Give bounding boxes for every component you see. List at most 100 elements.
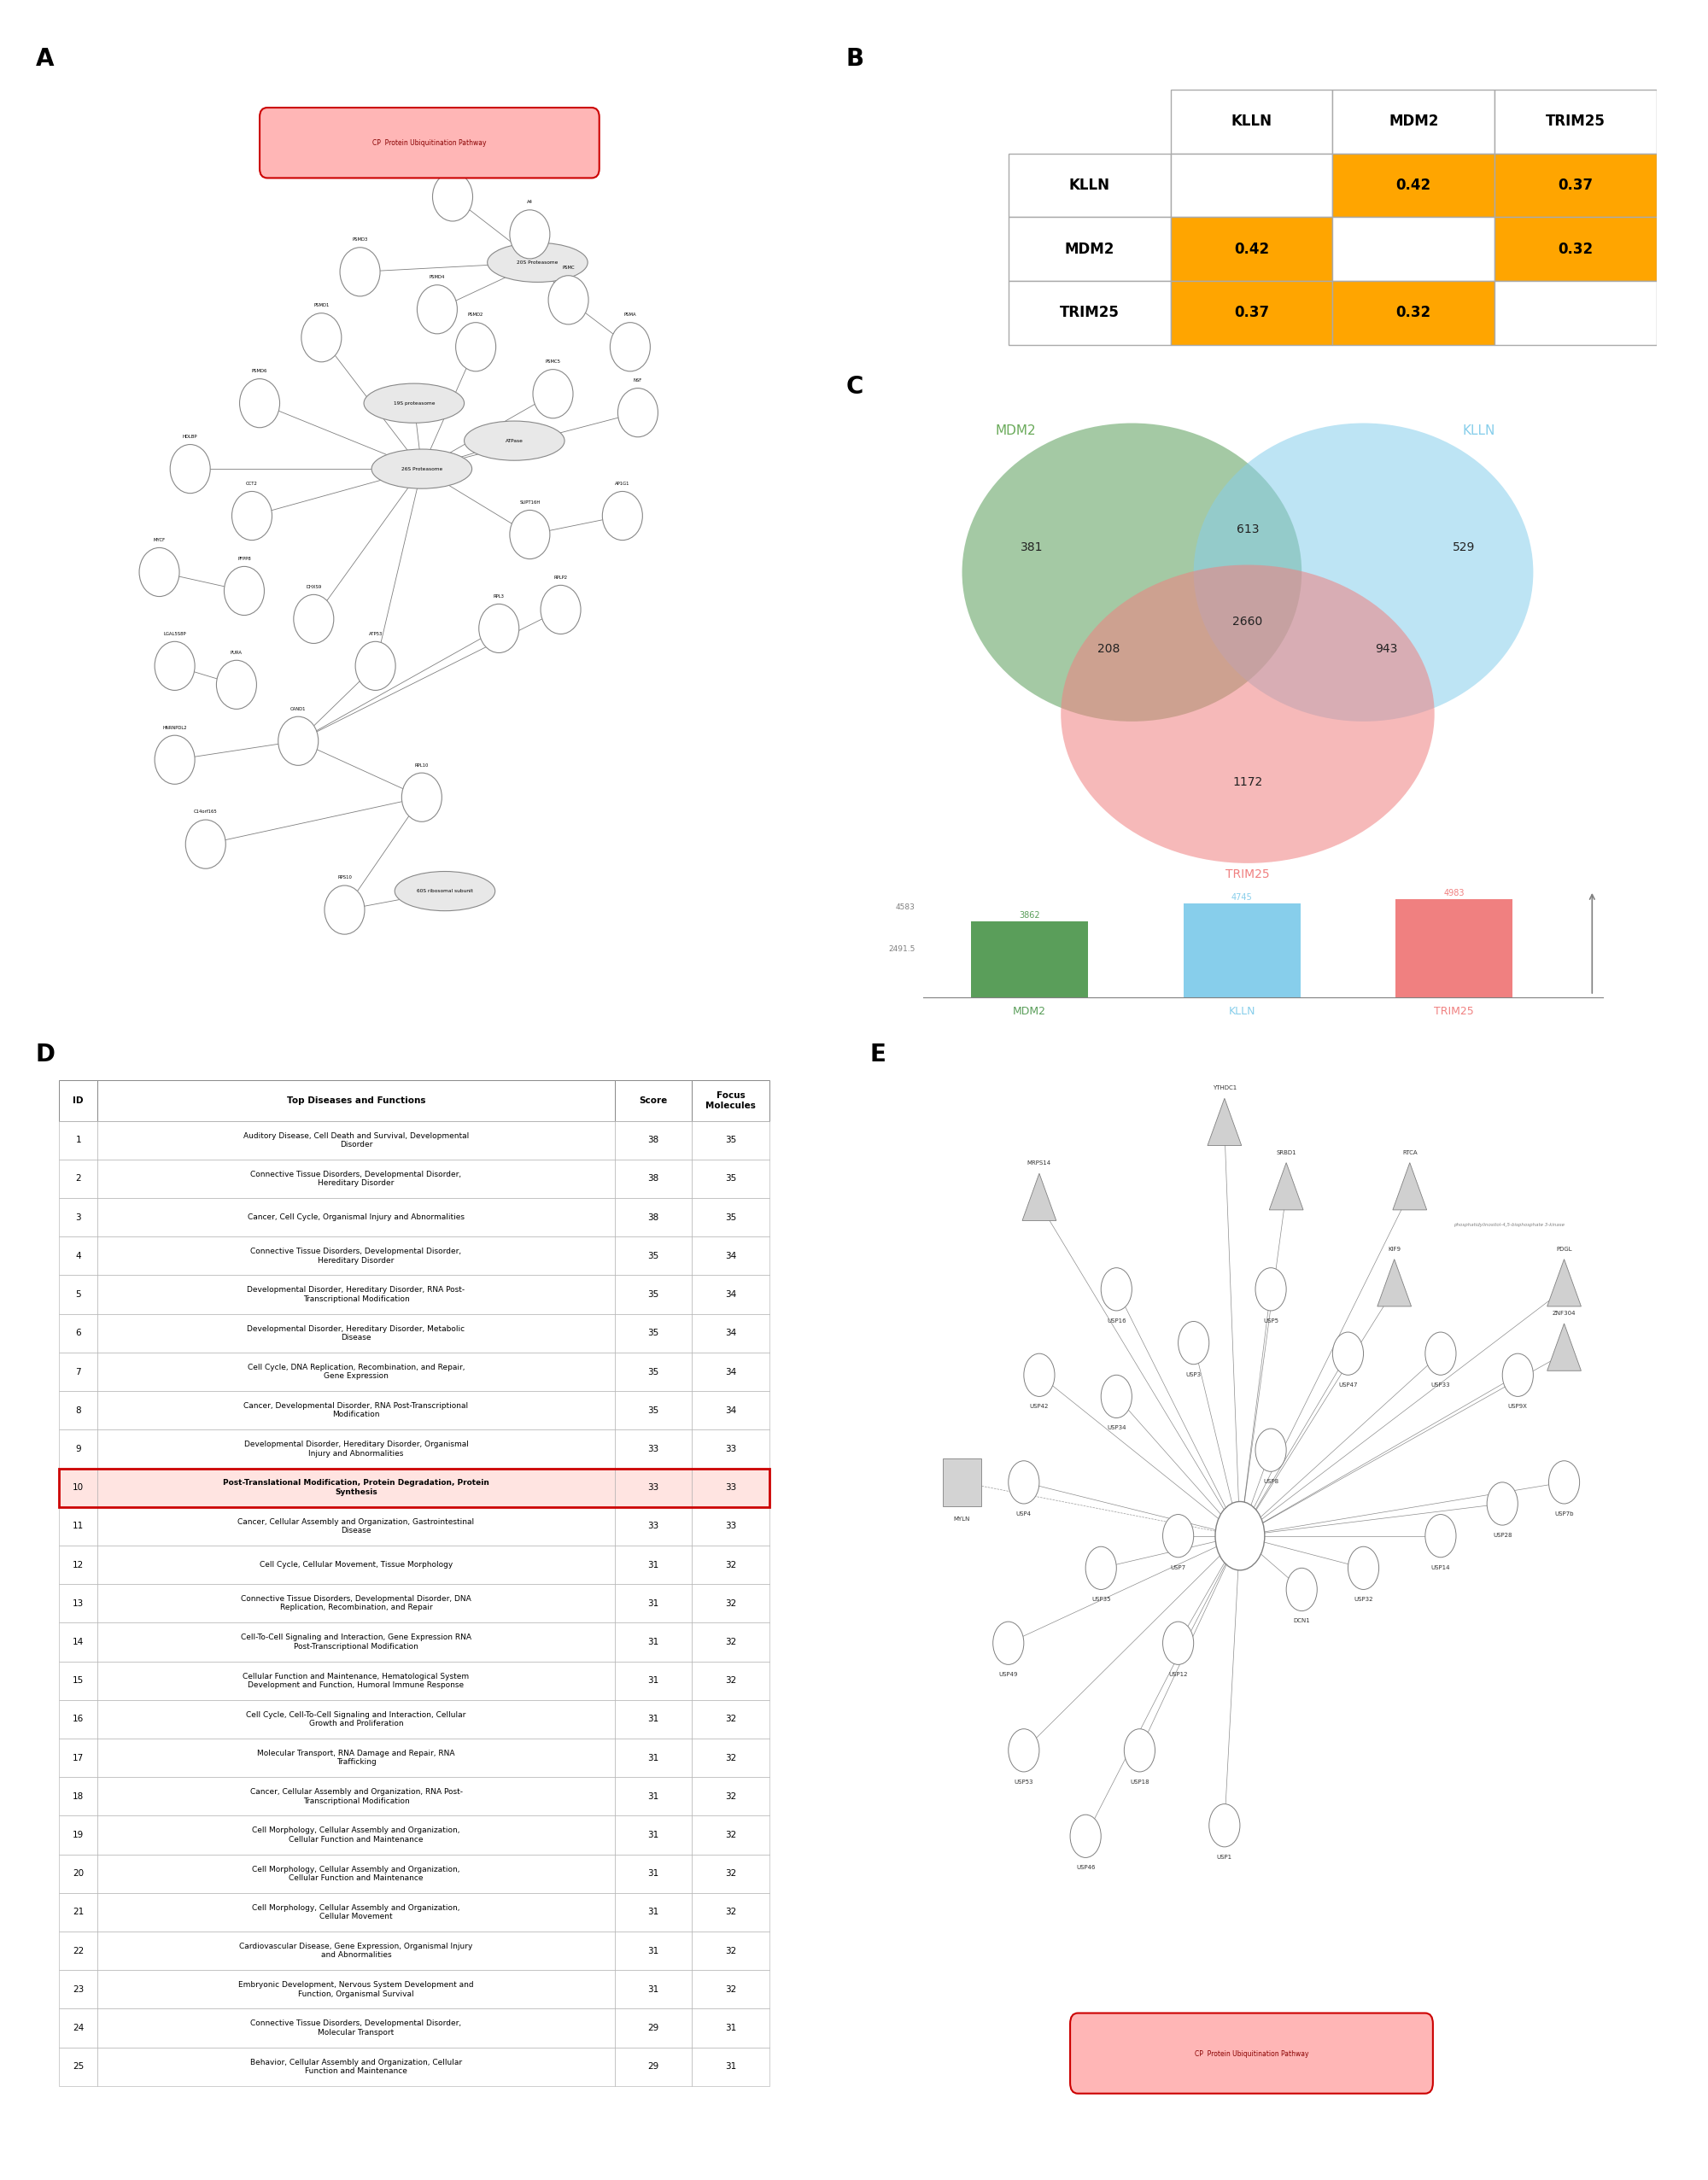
- Text: 31: 31: [647, 1986, 659, 1995]
- Circle shape: [217, 661, 256, 708]
- Text: 943: 943: [1375, 643, 1397, 656]
- Text: 0.32: 0.32: [1395, 305, 1431, 320]
- Text: 2660: 2660: [1233, 615, 1262, 628]
- Text: Score: Score: [639, 1097, 668, 1105]
- Text: 38: 38: [647, 1212, 659, 1221]
- Circle shape: [1179, 1321, 1209, 1365]
- Bar: [1170, 153, 1332, 218]
- Circle shape: [1216, 1502, 1264, 1570]
- Bar: [615, 1315, 692, 1352]
- Text: 19: 19: [73, 1831, 84, 1840]
- Bar: [60, 1199, 97, 1236]
- Bar: [97, 2047, 615, 2086]
- Text: 24: 24: [73, 2023, 84, 2032]
- Text: 31: 31: [647, 1716, 659, 1724]
- Text: MDM2: MDM2: [1064, 242, 1114, 257]
- Circle shape: [239, 379, 280, 427]
- Text: YTHDC1: YTHDC1: [1213, 1086, 1237, 1090]
- Text: USP3: USP3: [1185, 1371, 1201, 1378]
- Circle shape: [278, 717, 318, 765]
- Text: 25: 25: [73, 2062, 84, 2071]
- Text: CAND1: CAND1: [290, 706, 306, 711]
- Circle shape: [186, 820, 225, 868]
- Bar: [692, 2008, 769, 2047]
- Bar: [1170, 281, 1332, 344]
- Bar: [60, 1855, 97, 1892]
- Circle shape: [603, 491, 642, 541]
- Text: Cancer, Developmental Disorder, RNA Post-Transcriptional
Modification: Cancer, Developmental Disorder, RNA Post…: [244, 1402, 468, 1419]
- Bar: [97, 1506, 615, 1546]
- Text: RPL3: RPL3: [494, 595, 504, 597]
- Bar: [97, 2008, 615, 2047]
- Text: TRIM25: TRIM25: [1226, 868, 1269, 881]
- Bar: [692, 1740, 769, 1777]
- Bar: [615, 1971, 692, 2008]
- Circle shape: [509, 510, 550, 558]
- Polygon shape: [1547, 1260, 1582, 1306]
- Bar: [97, 1430, 615, 1469]
- Text: KIF9: KIF9: [1389, 1247, 1401, 1251]
- Text: Auditory Disease, Cell Death and Survival, Developmental
Disorder: Auditory Disease, Cell Death and Surviva…: [243, 1131, 470, 1149]
- Text: 0.42: 0.42: [1395, 177, 1431, 194]
- Bar: [60, 2047, 97, 2086]
- Polygon shape: [1547, 1323, 1582, 1371]
- Text: 34: 34: [724, 1406, 736, 1415]
- Bar: [97, 1391, 615, 1430]
- Text: 9: 9: [75, 1445, 80, 1454]
- Bar: [1008, 281, 1170, 344]
- Bar: [60, 1971, 97, 2008]
- Ellipse shape: [1061, 565, 1435, 863]
- Bar: [692, 1079, 769, 1121]
- Polygon shape: [1269, 1162, 1303, 1210]
- Text: 31: 31: [647, 1637, 659, 1646]
- Bar: [615, 1079, 692, 1121]
- Text: USP53: USP53: [1015, 1779, 1033, 1785]
- Circle shape: [1255, 1269, 1286, 1310]
- Text: 35: 35: [724, 1212, 736, 1221]
- Text: D: D: [36, 1042, 55, 1066]
- Text: PDGL: PDGL: [1556, 1247, 1571, 1251]
- Text: AP1G1: AP1G1: [615, 482, 630, 486]
- Bar: [1332, 89, 1494, 153]
- Text: 2: 2: [75, 1175, 80, 1184]
- Circle shape: [1549, 1461, 1580, 1504]
- Bar: [615, 1469, 692, 1506]
- Bar: [615, 1160, 692, 1199]
- Bar: [692, 1661, 769, 1700]
- Circle shape: [355, 641, 396, 691]
- Bar: [60, 1079, 97, 1121]
- Circle shape: [1008, 1461, 1038, 1504]
- Bar: [60, 1892, 97, 1931]
- Text: 16: 16: [73, 1716, 84, 1724]
- Bar: [692, 2047, 769, 2086]
- Circle shape: [401, 774, 442, 822]
- Text: USP16: USP16: [1107, 1319, 1126, 1323]
- Bar: [97, 1352, 615, 1391]
- Text: 32: 32: [724, 1716, 736, 1724]
- Text: 33: 33: [647, 1482, 659, 1491]
- Text: PSMD6: PSMD6: [251, 368, 268, 373]
- Text: 32: 32: [724, 1908, 736, 1916]
- Bar: [60, 1622, 97, 1661]
- Text: 38: 38: [647, 1175, 659, 1184]
- Text: 20S Proteasome: 20S Proteasome: [518, 259, 559, 264]
- Text: E: E: [869, 1042, 885, 1066]
- Bar: [97, 1816, 615, 1855]
- Text: KLLN: KLLN: [1069, 177, 1110, 194]
- Bar: [615, 1740, 692, 1777]
- Text: Cell-To-Cell Signaling and Interaction, Gene Expression RNA
Post-Transcriptional: Cell-To-Cell Signaling and Interaction, …: [241, 1633, 471, 1650]
- Text: DCN1: DCN1: [1293, 1618, 1310, 1624]
- Text: 4: 4: [75, 1251, 80, 1260]
- Bar: [692, 1160, 769, 1199]
- Bar: [97, 1199, 615, 1236]
- Ellipse shape: [465, 421, 565, 460]
- Bar: [1170, 89, 1332, 153]
- Circle shape: [1348, 1546, 1378, 1589]
- Bar: [615, 1391, 692, 1430]
- Bar: [615, 1275, 692, 1315]
- Text: 31: 31: [647, 1947, 659, 1955]
- Circle shape: [340, 249, 381, 296]
- Bar: [615, 2047, 692, 2086]
- Text: 529: 529: [1452, 541, 1476, 554]
- Bar: [60, 1700, 97, 1740]
